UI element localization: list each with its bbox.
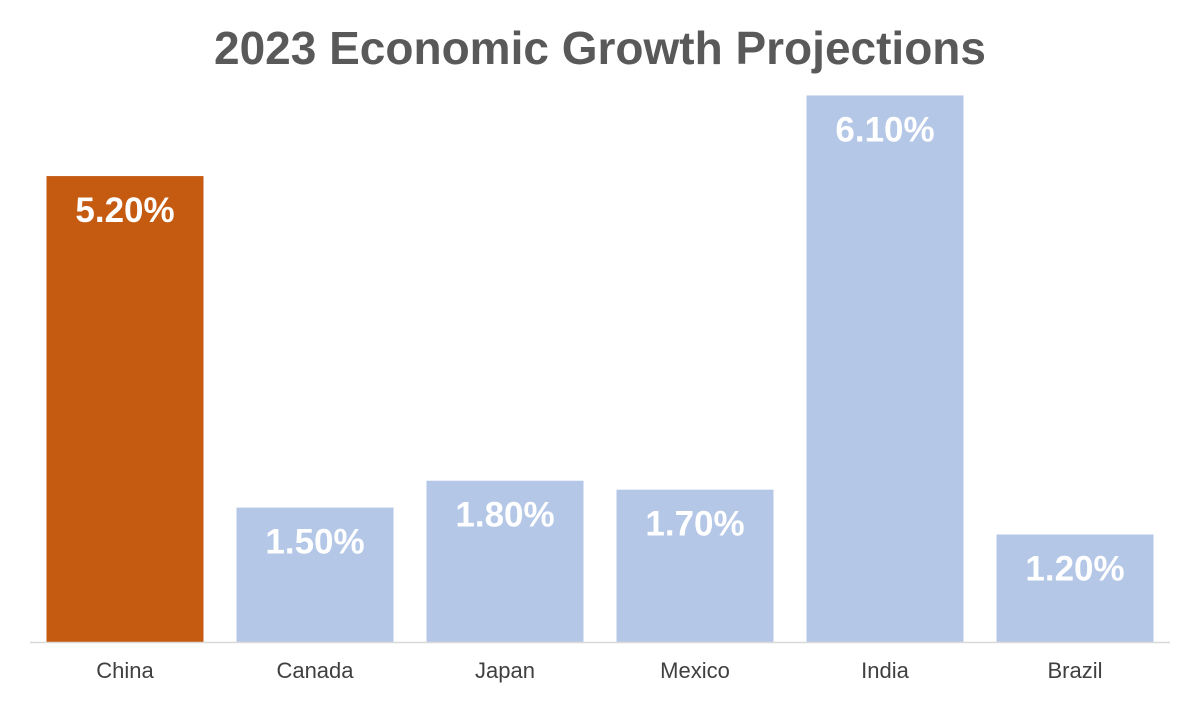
- x-tick-label-mexico: Mexico: [660, 658, 730, 683]
- chart-title: 2023 Economic Growth Projections: [214, 22, 986, 74]
- bar-japan: [426, 480, 584, 642]
- data-label-canada: 1.50%: [265, 523, 364, 562]
- bar-group: [46, 95, 1154, 642]
- x-tick-label-japan: Japan: [475, 658, 535, 683]
- x-tick-label-india: India: [861, 658, 909, 683]
- data-label-china: 5.20%: [75, 191, 174, 230]
- data-label-group: 5.20% 1.50% 1.80% 1.70% 6.10% 1.20%: [75, 110, 1124, 588]
- data-label-mexico: 1.70%: [645, 505, 744, 544]
- bar-mexico: [616, 489, 774, 642]
- x-tick-label-brazil: Brazil: [1047, 658, 1102, 683]
- bar-china: [46, 176, 204, 642]
- bar-india: [806, 95, 964, 642]
- data-label-brazil: 1.20%: [1025, 549, 1124, 588]
- data-label-japan: 1.80%: [455, 496, 554, 535]
- bar-canada: [236, 507, 394, 642]
- data-label-india: 6.10%: [835, 110, 934, 149]
- x-tick-label-group: China Canada Japan Mexico India Brazil: [96, 658, 1102, 683]
- x-tick-label-china: China: [96, 658, 154, 683]
- x-tick-label-canada: Canada: [276, 658, 354, 683]
- bar-brazil: [996, 534, 1154, 642]
